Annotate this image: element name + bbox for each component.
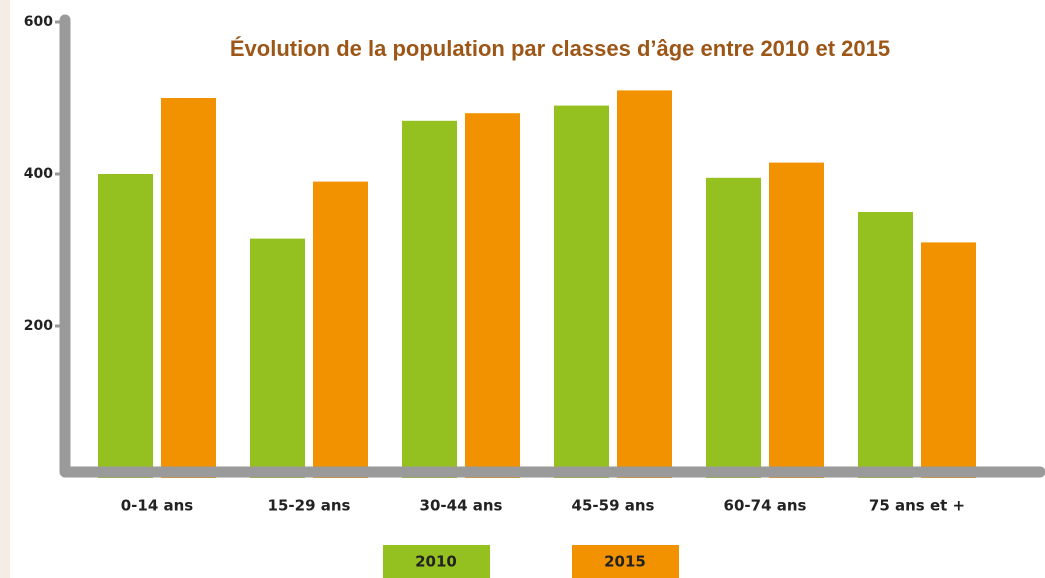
axis-line <box>59 14 1045 478</box>
legend-swatch <box>572 545 679 578</box>
bar <box>554 105 609 478</box>
bar <box>617 90 672 479</box>
bar <box>921 242 976 478</box>
y-tick-label: 400 <box>24 166 53 182</box>
bar <box>98 174 153 478</box>
bar <box>161 98 216 478</box>
legend-label: 2015 <box>604 553 646 571</box>
bar <box>402 120 457 479</box>
bar <box>858 212 913 478</box>
x-tick-label: 75 ans et + <box>869 497 965 515</box>
x-tick-label: 30-44 ans <box>420 497 503 515</box>
page-edge <box>0 0 10 578</box>
bar <box>706 177 761 479</box>
bar <box>250 238 305 478</box>
legend-swatch <box>383 545 490 578</box>
legend-label: 2010 <box>415 553 457 571</box>
chart-title: Évolution de la population par classes d… <box>230 36 890 61</box>
x-tick-label: 0-14 ans <box>121 497 194 515</box>
bar <box>465 113 520 478</box>
bar <box>313 181 368 478</box>
y-tick-label: 600 <box>24 14 53 30</box>
x-tick-label: 15-29 ans <box>268 497 351 515</box>
y-tick-label: 200 <box>24 318 53 334</box>
bar <box>769 162 824 478</box>
x-tick-label: 45-59 ans <box>572 497 655 515</box>
x-tick-label: 60-74 ans <box>724 497 807 515</box>
